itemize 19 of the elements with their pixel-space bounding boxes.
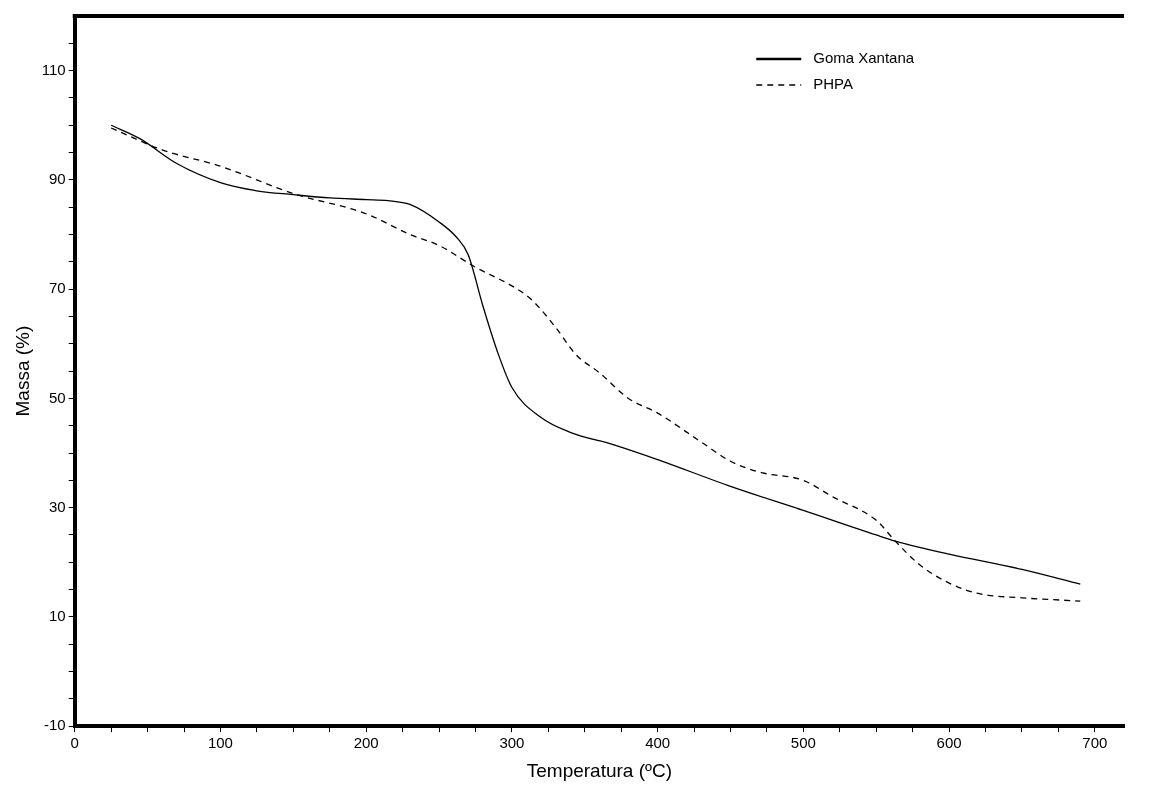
x-tick-label: 100 [207, 734, 233, 752]
x-tick-label: 500 [790, 734, 816, 752]
x-tick-label: 0 [70, 734, 79, 752]
x-tick-label: 400 [645, 734, 671, 752]
y-tick-label: 70 [49, 279, 66, 297]
x-tick-label: 200 [353, 734, 379, 752]
legend-label: Goma Xantana [813, 49, 915, 67]
x-tick-label: 700 [1082, 734, 1108, 752]
y-tick-label: 90 [49, 170, 66, 188]
y-tick-label: 110 [41, 60, 66, 78]
y-tick-label: 30 [49, 497, 66, 515]
legend-label: PHPA [813, 75, 853, 93]
x-tick-label: 600 [936, 734, 962, 752]
y-axis-title: Massa (%) [11, 325, 33, 417]
x-tick-label: 300 [499, 734, 525, 752]
y-tick-label: -10 [44, 716, 66, 734]
x-axis-title: Temperatura (ºC) [526, 759, 672, 781]
y-tick-label: 50 [49, 388, 66, 406]
y-tick-label: 10 [49, 607, 66, 625]
